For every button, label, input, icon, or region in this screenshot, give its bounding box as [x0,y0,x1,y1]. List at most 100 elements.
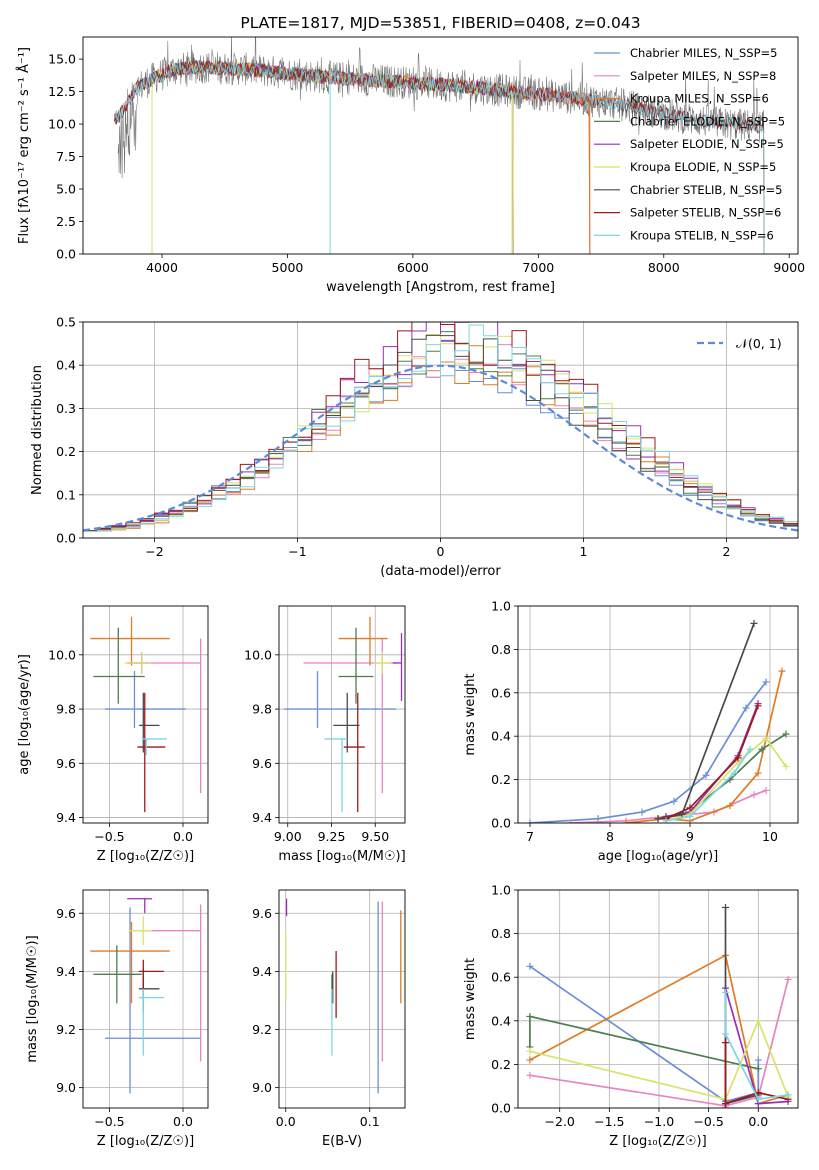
spectrum-plot [114,37,765,254]
y-tick-label: 7.5 [56,149,76,164]
y-tick-label: 9.4 [252,810,272,825]
mass-weight-marker [670,797,678,805]
y-tick-label: 9.4 [252,964,272,979]
y-axis-label: mass weight [463,958,478,1040]
mass-weight-marker [746,745,754,753]
axes-mass-vs-EBV: 0.0 0.1 9.0 9.2 9.4 9.6 E(B-V) [252,890,405,1149]
mass-weight-line [657,623,755,820]
x-axis-label: age [log₁₀(age/yr)] [598,849,719,864]
x-tick-label: 8 [606,829,614,844]
x-tick-label: 2 [723,544,731,559]
y-tick-label: 0.8 [491,926,511,941]
mass-weight-marker [722,903,730,911]
legend-label: Kroupa MILES, N_SSP=6 [630,92,769,106]
mass-weight-line [724,992,789,1101]
axes-frame [82,36,799,255]
x-axis-label: E(B-V) [322,1134,362,1149]
y-tick-label: 9.2 [252,1022,272,1037]
legend-label: Salpeter ELODIE, N_SSP=5 [630,137,784,151]
x-tick-label: 0 [437,544,445,559]
x-tick-label: 9.25 [318,829,346,844]
mass-weight-line [657,733,787,820]
figure-title: PLATE=1817, MJD=53851, FIBERID=0408, z=0… [240,14,640,32]
mass-weight-plot [526,619,790,823]
mass-weight-marker [566,819,574,823]
mass-weight-line [529,954,789,1105]
axes-residuals: −2 −1 0 1 2 0.0 0.1 0.2 0.3 0.4 0.5 (data-model)/er… [30,315,798,579]
mass-weight-marker [754,1017,762,1025]
mass-weight-marker [754,1056,762,1064]
y-tick-label: 9.0 [252,1080,272,1095]
y-axis-label: Flux [fλ10⁻¹⁷ erg cm⁻² s⁻¹ Å⁻¹] [16,47,32,244]
y-tick-label: 10.0 [48,117,76,132]
x-axis-label: Z [log₁₀(Z/Z☉)] [609,1134,706,1149]
x-tick-label: −1.0 [644,1114,674,1129]
y-tick-label: 9.8 [56,702,76,717]
mass-weight-marker [526,962,534,970]
mass-weight-marker [754,702,762,710]
y-tick-label: 0.6 [491,970,511,985]
y-tick-label: 10.0 [244,647,272,662]
legend-residuals: 𝒩(0, 1) [697,336,782,351]
mass-weight-marker [762,678,770,686]
histogram-series [83,324,798,532]
y-tick-label: 15.0 [48,52,76,67]
y-tick-label: 0.2 [491,772,511,787]
axes-mass-weight-vs-age: 7 8 9 10 0.0 0.2 0.4 0.6 0.8 1.0 age [log₁₀(age/yr… [463,599,798,864]
mass-weight-line [529,1018,789,1101]
y-tick-label: 0.1 [56,487,76,502]
legend-label: Kroupa STELIB, N_SSP=6 [630,228,774,242]
mass-weight-marker [734,754,742,762]
x-tick-label: 9.00 [274,829,302,844]
mass-weight-marker [722,988,730,996]
x-tick-label: 0.0 [173,829,193,844]
mass-weight-marker [594,815,602,823]
spectrum-model-line [114,60,765,254]
mass-weight-line [724,987,789,1108]
axes-age-vs-mass: 9.00 9.25 9.50 9.4 9.6 9.8 10.0 mass [log₁₀(M/M… [244,606,406,864]
mass-weight-marker [622,819,630,823]
mass-weight-marker [702,771,710,779]
y-tick-label: 0.6 [491,685,511,700]
y-tick-label: 5.0 [56,182,76,197]
mass-weight-marker [784,1091,792,1099]
y-axis-label: Normed distribution [30,365,45,495]
y-tick-label: 9.6 [56,906,76,921]
x-axis-label: Z [log₁₀(Z/Z☉)] [97,849,194,864]
y-axis-label: mass weight [463,673,478,755]
x-tick-label: 4000 [146,260,178,275]
x-tick-label: 0.1 [360,1114,380,1129]
mass-weight-marker [742,704,750,712]
mass-weight-marker [662,817,670,823]
x-tick-label: 9 [686,829,694,844]
mass-weight-marker [750,791,758,799]
mass-weight-marker [762,786,770,794]
mass-weight-marker [750,619,758,627]
errorbar-plot [284,616,403,813]
x-tick-label: 10 [762,829,778,844]
x-tick-label: −0.5 [94,1114,124,1129]
y-tick-label: 9.0 [56,1080,76,1095]
mass-weight-marker [730,769,738,777]
mass-weight-marker [686,812,694,820]
mass-weight-marker [526,1071,534,1079]
y-tick-label: 0.0 [491,1101,511,1116]
axes-frame [278,605,406,824]
mass-weight-marker [722,1030,730,1038]
y-tick-label: 0.2 [491,1057,511,1072]
y-tick-label: 0.0 [56,247,76,262]
y-tick-label: 0.5 [56,315,76,330]
x-tick-label: −2 [145,544,163,559]
mass-weight-marker [526,819,534,823]
y-tick-label: 9.8 [252,702,272,717]
mass-weight-marker [686,804,694,812]
legend-label: Salpeter STELIB, N_SSP=6 [630,206,781,220]
legend-label: Salpeter MILES, N_SSP=8 [630,69,776,83]
histogram-series [83,334,798,532]
spectrum-model-line [114,60,765,254]
x-tick-label: 0.0 [276,1114,296,1129]
errorbar-plot [285,898,402,1094]
axes-frame [82,889,209,1109]
y-tick-label: 9.6 [252,906,272,921]
normal-reference-curve [83,364,798,532]
